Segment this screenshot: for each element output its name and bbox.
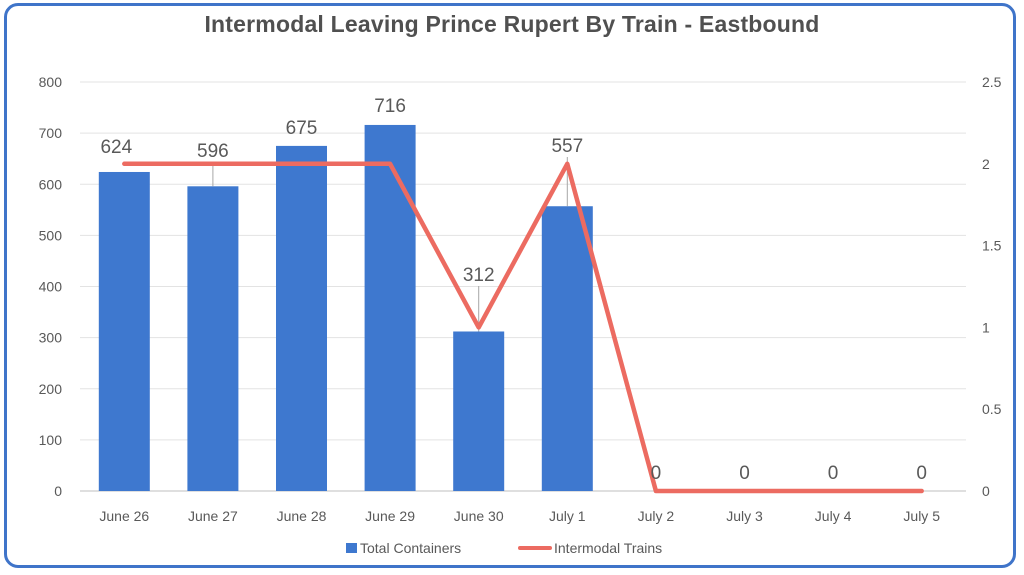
legend-label-intermodal-trains: Intermodal Trains: [554, 540, 662, 556]
x-tick-label: July 3: [726, 508, 763, 524]
line-path: [122, 161, 924, 494]
y-right-tick-label: 0.5: [982, 401, 1002, 417]
x-tick-label: June 26: [99, 508, 149, 524]
bar-june-29: [364, 124, 416, 491]
data-label: 596: [197, 141, 229, 162]
y-axis-left: 0 100 200 300 400 500 600 700 800: [39, 74, 63, 499]
data-label: 0: [916, 463, 927, 484]
data-label: 624: [100, 137, 132, 158]
y-left-tick-label: 800: [39, 74, 63, 90]
y-right-tick-label: 0: [982, 483, 990, 499]
chart-frame: [4, 3, 1016, 568]
x-tick-label: June 28: [277, 508, 327, 524]
x-axis: June 26 June 27 June 28 June 29 June 30 July …: [99, 508, 940, 524]
y-left-tick-label: 200: [39, 381, 63, 397]
bar-june-27: [187, 186, 239, 492]
y-right-tick-label: 2: [982, 156, 990, 172]
chart-title: Intermodal Leaving Prince Rupert By Trai…: [204, 11, 820, 37]
legend-label-total-containers: Total Containers: [360, 540, 461, 556]
bars-total-containers: [98, 124, 593, 492]
data-label: 0: [828, 463, 839, 484]
x-tick-label: July 5: [903, 508, 940, 524]
bar-june-26: [98, 171, 150, 492]
bar-june-30: [453, 331, 505, 491]
data-label: 716: [374, 96, 406, 117]
y-left-tick-label: 500: [39, 227, 63, 243]
data-label: 675: [286, 118, 318, 139]
data-label: 0: [651, 463, 662, 484]
x-tick-label: July 4: [815, 508, 852, 524]
data-label: 0: [739, 463, 750, 484]
y-left-tick-label: 400: [39, 279, 63, 295]
bar-june-28: [276, 145, 327, 491]
x-tick-label: June 30: [454, 508, 504, 524]
y-right-tick-label: 1.5: [982, 238, 1002, 254]
x-tick-label: June 27: [188, 508, 238, 524]
y-axis-right: 0 0.5 1 1.5 2 2.5: [982, 74, 1002, 499]
legend[interactable]: Total Containers Intermodal Trains: [346, 540, 662, 556]
bar-july-1: [541, 206, 593, 491]
y-left-tick-label: 300: [39, 330, 63, 346]
y-left-tick-label: 100: [39, 432, 63, 448]
x-tick-label: June 29: [365, 508, 415, 524]
y-right-tick-label: 1: [982, 319, 990, 335]
data-label: 557: [551, 136, 583, 157]
x-tick-label: July 1: [549, 508, 586, 524]
data-label: 312: [463, 265, 495, 286]
y-left-tick-label: 600: [39, 176, 63, 192]
y-left-tick-label: 0: [54, 483, 62, 499]
y-right-tick-label: 2.5: [982, 74, 1002, 90]
line-intermodal-trains: [122, 161, 924, 494]
y-left-tick-label: 700: [39, 125, 63, 141]
x-tick-label: July 2: [638, 508, 675, 524]
legend-swatch-total-containers: [346, 543, 357, 553]
data-labels: 624 596 675 716 312 557 0 0 0 0: [100, 96, 927, 484]
